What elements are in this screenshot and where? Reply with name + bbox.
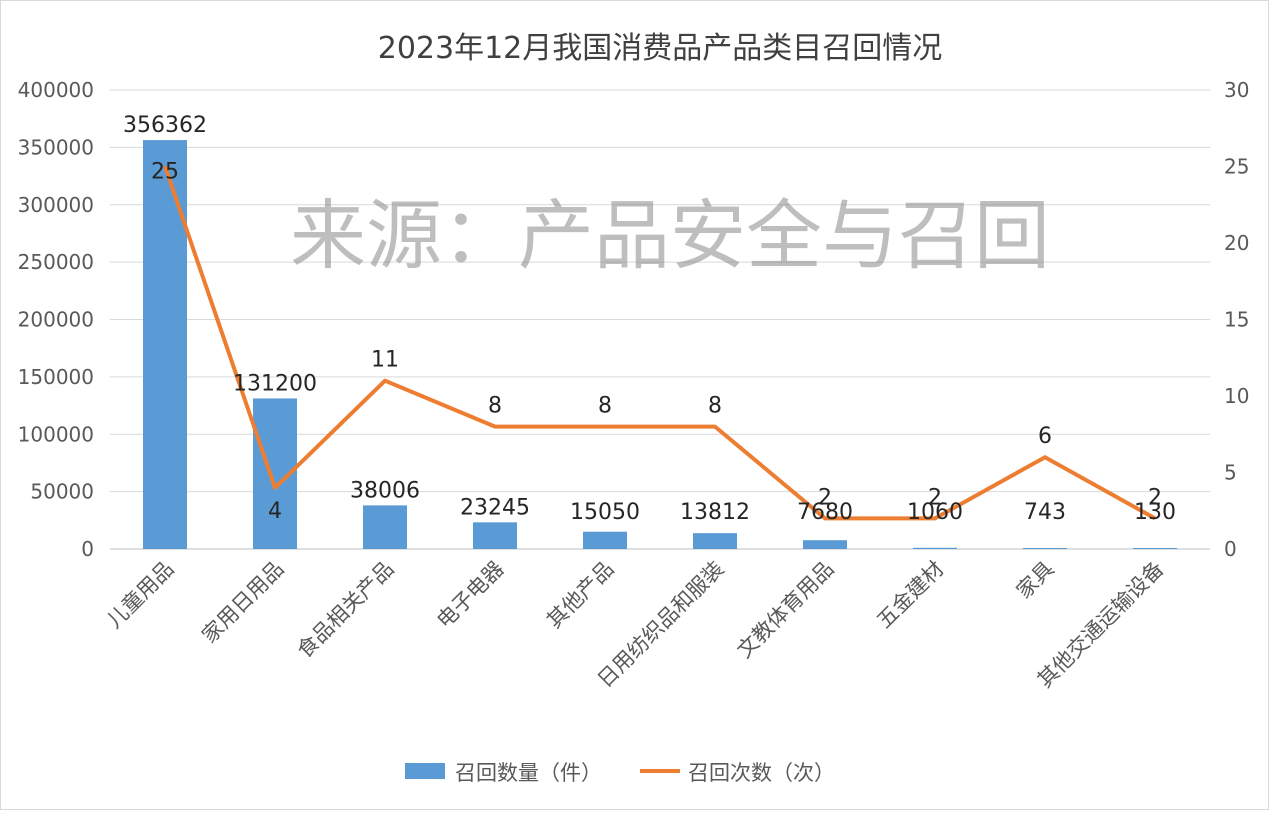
- legend: 召回数量（件） 召回次数（次）: [405, 761, 835, 785]
- left-tick-label: 150000: [18, 365, 94, 389]
- bar-data-label: 130: [1134, 500, 1176, 525]
- bar-data-label: 743: [1024, 500, 1066, 525]
- bar-data-label: 356362: [123, 113, 207, 138]
- bar: [473, 522, 517, 549]
- left-tick-label: 400000: [18, 78, 94, 102]
- right-tick-label: 10: [1224, 384, 1249, 408]
- right-axis-ticks: 0 5 10 15 20 25 30: [1224, 78, 1249, 561]
- legend-swatch-bar: [405, 763, 445, 779]
- bar-data-label: 7680: [797, 500, 853, 525]
- bar: [1023, 548, 1067, 549]
- line-data-label: 2: [1148, 485, 1162, 510]
- bar-data-label: 38006: [350, 478, 420, 503]
- line-data-label: 2: [928, 485, 942, 510]
- left-tick-label: 50000: [30, 480, 94, 504]
- right-tick-label: 15: [1224, 308, 1249, 332]
- right-tick-label: 30: [1224, 78, 1249, 102]
- bar: [363, 505, 407, 549]
- left-tick-label: 0: [81, 537, 94, 561]
- bar-data-label: 23245: [460, 495, 530, 520]
- legend-label-line: 召回次数（次）: [688, 761, 835, 785]
- watermark: 来源：产品安全与召回: [290, 191, 1050, 280]
- bar: [583, 531, 627, 549]
- line-data-label: 2: [818, 485, 832, 510]
- line-data-label: 11: [371, 348, 399, 373]
- line-series: [163, 165, 1156, 521]
- bar-data-label: 1060: [907, 500, 963, 525]
- right-tick-label: 20: [1224, 231, 1249, 255]
- bar-data-label: 15050: [570, 500, 640, 525]
- chart-title: 2023年12月我国消费品产品类目召回情况: [378, 31, 943, 66]
- line-data-label: 8: [488, 394, 502, 419]
- bar: [913, 547, 957, 549]
- left-tick-label: 200000: [18, 308, 94, 332]
- line-data-labels: 25 4 11 8 8 8 2 2 6 2: [151, 160, 1162, 524]
- line-data-label: 6: [1038, 424, 1052, 449]
- bar: [803, 540, 847, 549]
- bar: [1133, 548, 1177, 549]
- line-data-label: 25: [151, 160, 179, 185]
- left-tick-label: 250000: [18, 250, 94, 274]
- bar: [143, 140, 187, 550]
- bar: [693, 533, 737, 549]
- left-tick-label: 300000: [18, 193, 94, 217]
- series-line: [163, 165, 1156, 521]
- line-data-label: 4: [268, 499, 282, 524]
- right-tick-label: 25: [1224, 155, 1249, 179]
- right-tick-label: 5: [1224, 461, 1237, 485]
- bar-data-label: 13812: [680, 500, 750, 525]
- legend-label-bar: 召回数量（件）: [455, 761, 602, 785]
- bar-data-labels: 356362 131200 38006 23245 15050 13812 7680 1060…: [123, 113, 1176, 525]
- right-tick-label: 0: [1224, 537, 1237, 561]
- bar-series: [143, 140, 1177, 550]
- bar-data-label: 131200: [233, 371, 317, 396]
- line-data-label: 8: [708, 394, 722, 419]
- left-axis-ticks: 0 50000 100000 150000 200000 250000 300000 3500…: [18, 78, 94, 561]
- line-data-label: 8: [598, 394, 612, 419]
- left-tick-label: 350000: [18, 135, 94, 159]
- left-tick-label: 100000: [18, 422, 94, 446]
